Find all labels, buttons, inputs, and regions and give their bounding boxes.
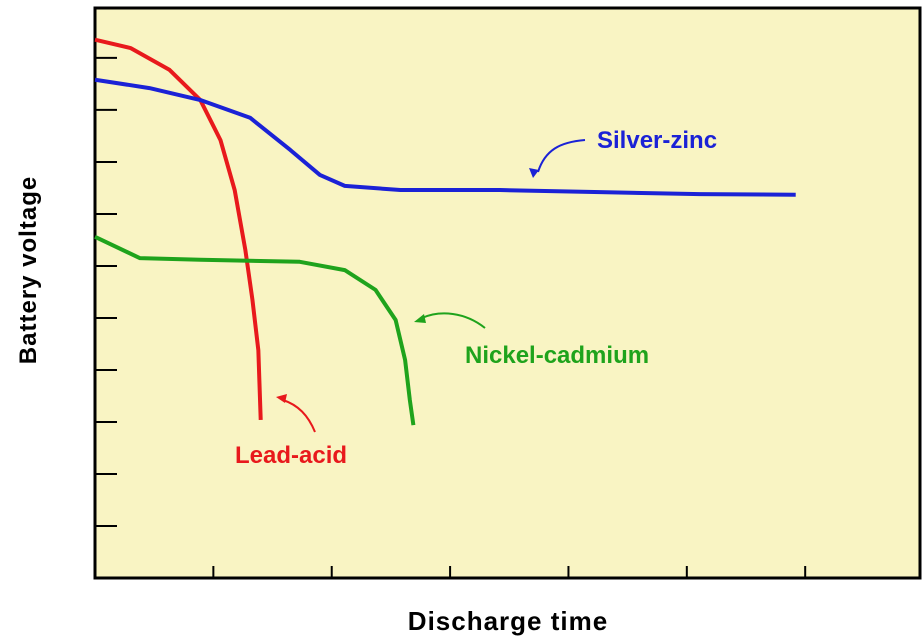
series-label: Nickel-cadmium (465, 342, 649, 369)
arrow (282, 399, 316, 433)
arrow (537, 139, 586, 173)
arrowhead (276, 394, 287, 403)
arrowhead (529, 168, 539, 178)
x-axis-label: Discharge time (408, 606, 608, 636)
plot-area (93, 6, 922, 580)
series-line (94, 235, 416, 426)
arrowhead (414, 314, 426, 323)
y-axis-label: Battery voltage (15, 176, 42, 364)
annotation-arrows (276, 139, 586, 433)
series-line (94, 77, 796, 197)
series-label: Silver-zinc (597, 127, 717, 154)
series-line (94, 37, 263, 420)
series-label: Lead-acid (235, 442, 347, 469)
arrow (421, 312, 486, 329)
